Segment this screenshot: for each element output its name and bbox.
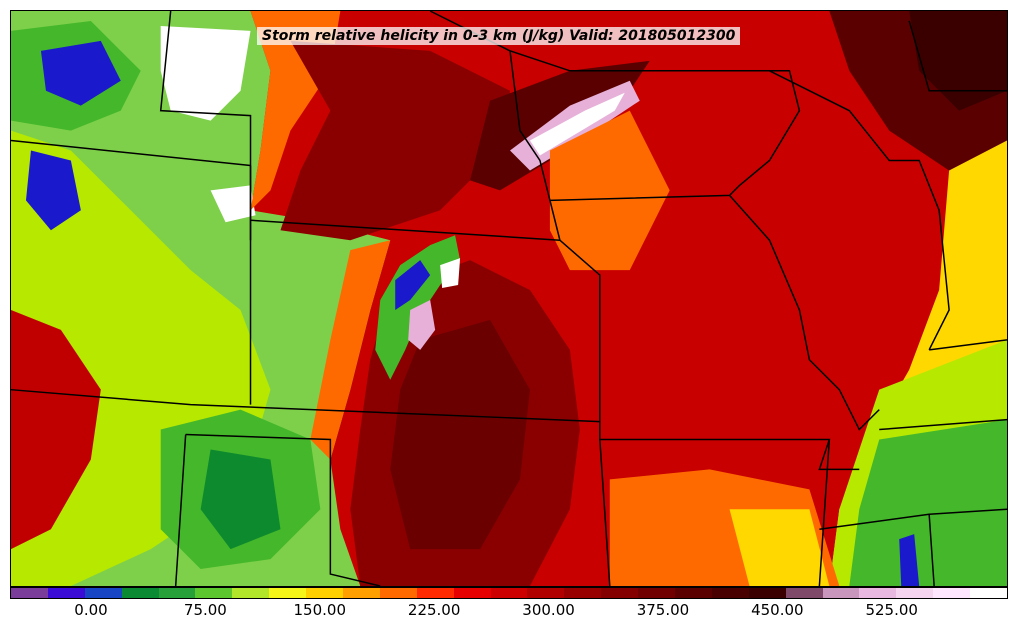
field-w-blue [25, 150, 81, 231]
colorbar-segment [84, 588, 122, 598]
field-sw-darkgreen [200, 449, 281, 550]
field-northeast-verydark [909, 11, 1007, 111]
field-nw-white [160, 25, 251, 121]
colorbar-tick-label: 525.00 [865, 601, 918, 619]
colorbar-tick-label: 375.00 [636, 601, 690, 619]
colorbar-segment [896, 588, 934, 598]
colorbar-segment [11, 588, 48, 598]
field-east-blue [899, 534, 920, 586]
colorbar-segment [785, 588, 823, 598]
field-iowa-orange [549, 110, 670, 271]
colorbar-labels: 0.00 75.00 150.00 225.00 300.00 375.00 450.00 5… [10, 601, 1008, 623]
colorbar-tick-label: 225.00 [407, 601, 461, 619]
colorbar-segment [933, 588, 971, 598]
helicity-field-map [11, 11, 1007, 586]
colorbar-segment [379, 588, 417, 598]
field-line-orange [310, 240, 391, 460]
colorbar-segment [306, 588, 344, 598]
colorbar-segment [47, 588, 85, 598]
colorbar-tick-label: 0.00 [74, 601, 108, 619]
state-boundaries [11, 11, 1007, 586]
colorbar-tick-label: 300.00 [522, 601, 575, 619]
colorbar-segment [121, 588, 159, 598]
colorbar-tick-label: 75.00 [183, 601, 227, 619]
colorbar-segment [232, 588, 270, 598]
colorbar-segment [711, 588, 749, 598]
field-southwest-red [11, 309, 101, 550]
colorbar-segment [269, 588, 307, 598]
colorbar-segment [675, 588, 712, 598]
colorbar [10, 587, 1008, 599]
colorbar-tick-label: 150.00 [293, 601, 347, 619]
field-nw-blue [40, 40, 121, 106]
colorbar-segment [859, 588, 897, 598]
colorbar-segment [195, 588, 233, 598]
colorbar-segment [527, 588, 565, 598]
colorbar-segment [490, 588, 528, 598]
colorbar-segment [638, 588, 676, 598]
field-storm-blue [395, 260, 431, 310]
colorbar-segment [564, 588, 602, 598]
map-panel: Storm relative helicity in 0-3 km (J/kg)… [10, 10, 1008, 587]
map-title: Storm relative helicity in 0-3 km (J/kg)… [257, 27, 741, 45]
colorbar-tick-label: 450.00 [751, 601, 804, 619]
colorbar-segment [970, 588, 1008, 598]
colorbar-segment [158, 588, 196, 598]
field-storm-white [440, 258, 461, 289]
field-north-core [280, 40, 510, 241]
field-east-green [849, 419, 1007, 586]
field-ne-white [529, 92, 625, 156]
field-south-yellow [729, 509, 830, 586]
colorbar-segment [416, 588, 454, 598]
colorbar-segment [748, 588, 786, 598]
colorbar-segment [453, 588, 491, 598]
field-central-dark [390, 319, 530, 550]
colorbar-segment [343, 588, 380, 598]
colorbar-segment [822, 588, 860, 598]
field-storm-pink [408, 299, 436, 350]
colorbar-segment [601, 588, 639, 598]
field-white-spot [210, 185, 256, 223]
